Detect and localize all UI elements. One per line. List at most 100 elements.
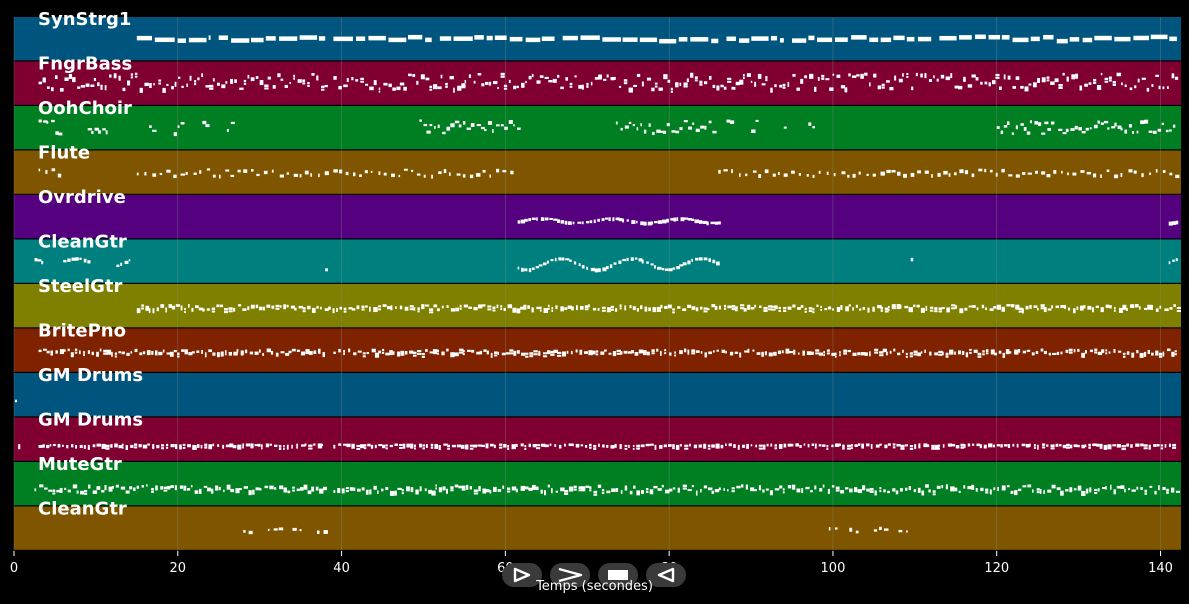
note bbox=[516, 85, 519, 89]
note bbox=[909, 447, 914, 450]
note bbox=[558, 257, 562, 261]
fast-forward-button[interactable] bbox=[550, 563, 590, 587]
note bbox=[1122, 352, 1126, 355]
note bbox=[758, 485, 762, 490]
note bbox=[782, 491, 785, 494]
note bbox=[752, 349, 755, 352]
note bbox=[957, 350, 962, 355]
note bbox=[63, 349, 66, 352]
note bbox=[601, 218, 605, 222]
note bbox=[209, 87, 214, 90]
note bbox=[114, 352, 118, 355]
note bbox=[908, 310, 913, 313]
note bbox=[806, 351, 812, 356]
note bbox=[738, 38, 750, 43]
note bbox=[636, 493, 640, 496]
note bbox=[581, 87, 584, 90]
note bbox=[1160, 447, 1164, 450]
note bbox=[888, 308, 890, 311]
note bbox=[453, 90, 455, 93]
note bbox=[589, 220, 593, 224]
note bbox=[866, 443, 870, 447]
note bbox=[951, 307, 956, 310]
note bbox=[399, 82, 405, 86]
track-backgrounds bbox=[14, 17, 1181, 550]
note bbox=[1155, 353, 1159, 356]
note bbox=[528, 487, 533, 491]
note bbox=[1089, 349, 1094, 353]
note bbox=[190, 485, 193, 488]
note bbox=[1111, 126, 1116, 129]
note bbox=[165, 307, 167, 311]
note bbox=[1100, 72, 1103, 76]
note bbox=[1040, 348, 1044, 352]
note bbox=[112, 485, 114, 489]
note bbox=[972, 305, 976, 308]
note bbox=[874, 348, 879, 352]
note bbox=[1124, 129, 1128, 134]
note bbox=[351, 443, 355, 448]
note bbox=[154, 350, 158, 355]
note bbox=[610, 305, 614, 309]
note bbox=[754, 84, 757, 87]
note bbox=[568, 489, 574, 492]
note bbox=[410, 446, 414, 449]
note bbox=[839, 354, 841, 357]
play-button[interactable] bbox=[502, 563, 542, 587]
note bbox=[37, 259, 42, 262]
note bbox=[672, 444, 675, 448]
note bbox=[230, 174, 235, 178]
note bbox=[550, 491, 553, 494]
note bbox=[45, 170, 48, 174]
note bbox=[258, 349, 261, 353]
note bbox=[76, 490, 79, 494]
note bbox=[457, 85, 462, 90]
note bbox=[668, 488, 673, 492]
note bbox=[356, 305, 360, 310]
note bbox=[291, 444, 293, 449]
note bbox=[397, 354, 401, 357]
note bbox=[731, 490, 735, 493]
note bbox=[292, 486, 295, 489]
note bbox=[228, 310, 233, 313]
note bbox=[1080, 170, 1085, 173]
note bbox=[866, 173, 869, 176]
note bbox=[704, 352, 707, 356]
note bbox=[622, 218, 625, 223]
note bbox=[166, 443, 169, 447]
note bbox=[134, 446, 138, 449]
note bbox=[598, 74, 602, 79]
note bbox=[882, 348, 887, 353]
note bbox=[378, 171, 381, 175]
note bbox=[881, 83, 885, 87]
note bbox=[1143, 351, 1147, 356]
note bbox=[602, 444, 605, 448]
note bbox=[824, 308, 828, 311]
note bbox=[684, 444, 689, 447]
note bbox=[1050, 447, 1055, 450]
note bbox=[217, 444, 220, 447]
rewind-button[interactable] bbox=[646, 563, 686, 587]
note bbox=[485, 446, 489, 449]
note bbox=[610, 76, 615, 81]
note bbox=[438, 445, 441, 449]
note bbox=[101, 443, 106, 448]
note bbox=[50, 353, 53, 356]
stop-button[interactable] bbox=[598, 563, 638, 587]
note bbox=[1001, 168, 1005, 173]
note bbox=[551, 309, 554, 312]
note bbox=[390, 308, 393, 311]
note bbox=[828, 527, 831, 531]
note bbox=[883, 489, 886, 493]
note bbox=[963, 485, 966, 489]
note bbox=[500, 305, 503, 308]
note bbox=[584, 308, 589, 311]
note bbox=[654, 220, 658, 224]
note bbox=[248, 530, 253, 535]
note bbox=[98, 130, 101, 134]
note bbox=[397, 351, 401, 355]
note bbox=[544, 217, 549, 221]
note bbox=[114, 443, 118, 448]
note bbox=[917, 170, 921, 174]
note bbox=[960, 443, 965, 447]
